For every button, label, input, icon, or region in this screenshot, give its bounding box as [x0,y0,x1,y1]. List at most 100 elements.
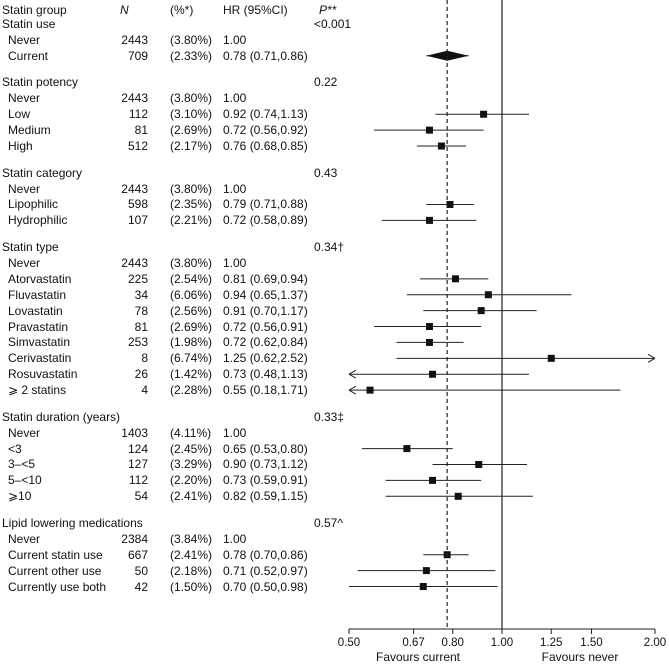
row-n: 2443 [121,91,148,106]
row-pct: (2.33%) [170,48,213,63]
row-hr: 0.92 (0.74,1.13) [223,107,308,122]
point-estimate [425,323,433,331]
ci-arrow-right [647,353,656,363]
row-hr: 1.00 [223,255,247,270]
row-n: 8 [141,351,148,366]
row-label: Current other use [8,563,102,578]
x-tick-label: 1.00 [491,637,513,649]
header-hr: HR (95%CI) [223,3,288,17]
row-pct: (3.29%) [170,457,213,472]
row-n: 225 [127,271,148,286]
row-label: Never [8,255,41,270]
point-estimate [437,142,445,150]
row-hr: 0.78 (0.71,0.86) [223,48,308,63]
row-hr: 1.00 [223,425,247,440]
group-p-value: 0.22 [314,75,338,90]
row-n: 2384 [121,531,148,546]
group-title: Statin potency [2,75,79,90]
row-label: Rosuvastatin [8,367,78,382]
row-hr: 1.25 (0.62,2.52) [223,351,308,366]
row-pct: (4.11%) [170,425,212,440]
row-pct: (3.80%) [170,32,213,47]
point-estimate [429,370,437,378]
row-label: High [8,139,33,154]
summary-diamond [426,50,469,61]
row-label: <3 [8,441,22,456]
group-p-value: 0.34† [314,240,345,255]
row-n: 81 [134,319,148,334]
row-pct: (3.10%) [170,107,213,122]
row-n: 2443 [121,32,148,47]
x-tick-label: 0.80 [442,637,464,649]
row-pct: (2.69%) [170,319,213,334]
footer-favours-never: Favours never [542,650,619,664]
group-p-value: 0.33‡ [314,409,345,424]
point-estimate [475,460,483,468]
row-pct: (6.06%) [170,287,213,302]
row-n: 253 [127,335,148,350]
row-pct: (1.42%) [170,367,213,382]
row-label: ⩾10 [8,489,32,504]
row-hr: 0.72 (0.62,0.84) [223,335,308,350]
row-hr: 1.00 [223,32,247,47]
ci-arrow-left [348,369,357,379]
group-title: Lipid lowering medications [2,515,143,530]
row-n: 2443 [121,255,148,270]
row-pct: (2.41%) [170,489,213,504]
x-tick-label: 0.50 [338,637,360,649]
row-pct: (2.20%) [170,473,213,488]
row-n: 709 [127,48,148,63]
header-p: P** [319,3,337,17]
row-pct: (2.69%) [170,123,213,138]
row-hr: 0.70 (0.50,0.98) [223,579,308,594]
row-n: 124 [127,441,148,456]
row-n: 26 [134,367,148,382]
row-label: Never [8,531,41,546]
row-pct: (2.56%) [170,303,213,318]
row-n: 78 [134,303,148,318]
row-label: Simvastatin [8,335,71,350]
row-n: 107 [127,213,148,228]
x-tick-label: 1.50 [580,637,602,649]
row-label: Currently use both [8,579,107,594]
row-label: ⩾ 2 statins [8,383,67,398]
row-n: 34 [134,287,148,302]
row-hr: 0.94 (0.65,1.37) [223,287,308,302]
group-p-value: 0.43 [314,165,338,180]
point-estimate [366,386,374,394]
row-pct: (2.45%) [170,441,213,456]
row-hr: 0.91 (0.70,1.17) [223,303,308,318]
row-label: Current statin use [8,547,103,562]
point-estimate [446,200,454,208]
row-pct: (2.54%) [170,271,213,286]
row-hr: 0.76 (0.68,0.85) [223,139,308,154]
row-hr: 0.72 (0.58,0.89) [223,213,308,228]
row-hr: 0.81 (0.69,0.94) [223,271,308,286]
row-n: 81 [134,123,148,138]
row-pct: (2.41%) [170,547,213,562]
row-label: Atorvastatin [8,271,72,286]
row-n: 54 [134,489,148,504]
row-hr: 0.73 (0.48,1.13) [223,367,308,382]
row-pct: (2.35%) [170,197,213,212]
row-n: 50 [134,563,148,578]
row-label: Fluvastatin [8,287,67,302]
point-estimate [403,445,411,453]
point-estimate [477,307,485,315]
row-hr: 0.55 (0.18,1.71) [223,383,308,398]
row-hr: 0.71 (0.52,0.97) [223,563,308,578]
row-hr: 0.73 (0.59,0.91) [223,473,308,488]
row-label: Current [8,48,49,63]
row-label: Never [8,32,41,47]
row-n: 667 [127,547,148,562]
point-estimate [429,476,437,484]
row-label: Never [8,181,41,196]
row-hr: 0.82 (0.59,1.15) [223,489,308,504]
header-n: N [120,3,129,17]
row-pct: (3.80%) [170,91,213,106]
row-pct: (2.17%) [170,139,213,154]
x-tick-label: 2.00 [644,637,666,649]
row-label: Medium [8,123,51,138]
row-label: Cerivastatin [8,351,72,366]
